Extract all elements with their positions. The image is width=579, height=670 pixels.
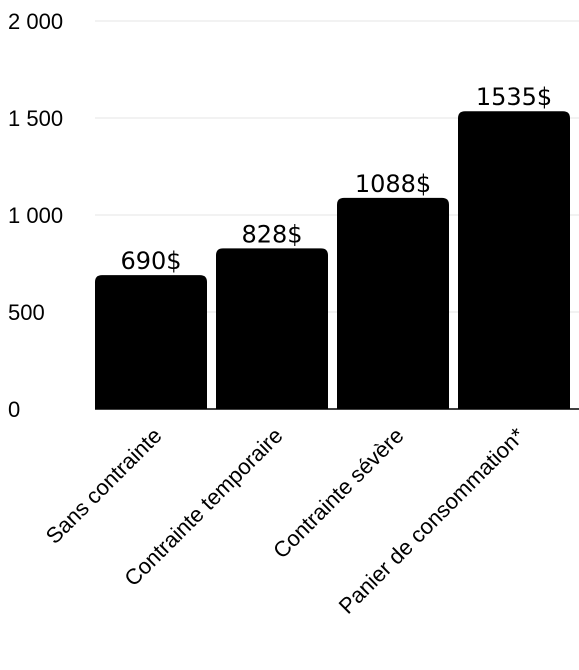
y-tick-label: 2 000 (8, 9, 63, 34)
x-tick-label: Sans contrainte (41, 423, 167, 549)
data-label: 690$ (120, 247, 181, 275)
data-label: 1535$ (476, 83, 552, 111)
bar (337, 197, 449, 409)
y-tick-label: 1 500 (8, 106, 63, 131)
y-tick-label: 1 000 (8, 203, 63, 228)
y-axis-ticks: 0 500 1 000 1 500 2 000 (8, 9, 63, 422)
bar (458, 111, 570, 410)
bar (95, 275, 207, 409)
x-tick-label: Contrainte sévère (268, 423, 408, 563)
bar (216, 248, 328, 409)
data-label: 828$ (241, 220, 302, 248)
data-labels: 690$ 828$ 1088$ 1535$ (120, 83, 552, 275)
data-label: 1088$ (355, 170, 431, 198)
bars (95, 111, 570, 410)
y-tick-label: 500 (8, 300, 45, 325)
y-tick-label: 0 (8, 397, 20, 422)
